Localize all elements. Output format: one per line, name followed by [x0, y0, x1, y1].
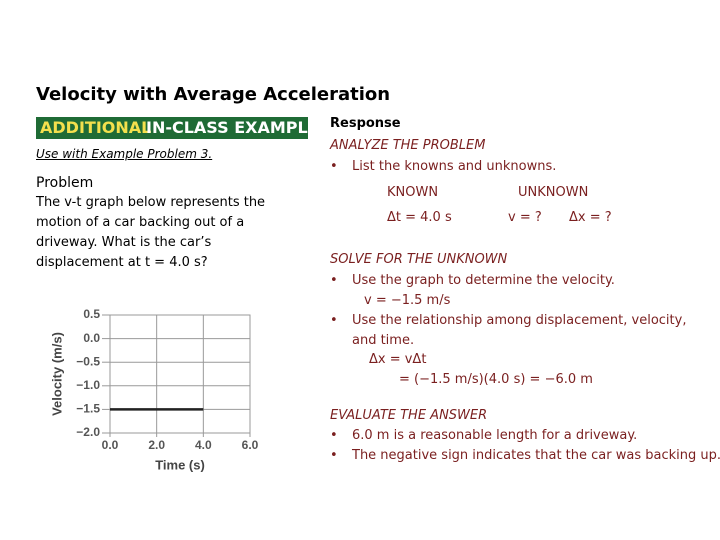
unknown-item: v = ? — [508, 210, 542, 225]
result: = (−1.5 m/s)(4.0 s) = −6.0 m — [399, 372, 593, 387]
y-tick-label: −2.0 — [76, 425, 100, 439]
bullet: • — [330, 159, 338, 174]
bullet-text: The negative sign indicates that the car… — [352, 448, 720, 463]
known-item: Δt = 4.0 s — [387, 210, 452, 225]
banner — [36, 117, 308, 139]
y-tick-label: −0.5 — [76, 354, 100, 368]
bullet-text: List the knowns and unknowns. — [352, 159, 557, 174]
x-tick-label: 0.0 — [102, 438, 119, 452]
unknown-item: Δx = ? — [569, 210, 612, 225]
bullet: • — [330, 313, 338, 328]
x-tick-label: 4.0 — [195, 438, 212, 452]
note: Use with Example Problem 3. — [36, 147, 213, 161]
bullet-text: Use the relationship among displacement,… — [352, 313, 687, 348]
bullet-text: Use the graph to determine the velocity. — [352, 273, 615, 288]
equation: Δx = vΔt — [369, 352, 427, 367]
y-tick-label: −1.0 — [76, 378, 100, 392]
bullet-text: 6.0 m is a reasonable length for a drive… — [352, 428, 638, 443]
problem-text: The v-t graph below represents the motio… — [36, 195, 266, 270]
x-tick-label: 6.0 — [242, 438, 259, 452]
banner-second: IN-CLASS EXAMPLE — [146, 118, 319, 137]
y-tick-label: 0.0 — [83, 331, 100, 345]
response-heading: Response — [330, 116, 401, 131]
problem-heading: Problem — [36, 175, 94, 191]
bullet: • — [330, 273, 338, 288]
x-tick-label: 2.0 — [148, 438, 165, 452]
velocity: v = −1.5 m/s — [364, 293, 451, 308]
unknown-heading: UNKNOWN — [518, 185, 589, 200]
section-heading: SOLVE FOR THE UNKNOWN — [330, 252, 508, 267]
section-heading: ANALYZE THE PROBLEM — [330, 138, 486, 153]
section-heading: EVALUATE THE ANSWER — [330, 408, 488, 423]
banner-first: ADDITIONAL — [40, 118, 152, 137]
bullet: • — [330, 448, 338, 463]
y-tick-label: 0.5 — [83, 307, 100, 321]
y-axis-label: Velocity (m/s) — [49, 332, 64, 416]
plot-area — [109, 314, 251, 434]
known-heading: KNOWN — [387, 185, 439, 200]
y-tick-label: −1.5 — [76, 402, 100, 416]
bullet: • — [330, 428, 338, 443]
slide-title: Velocity with Average Acceleration — [36, 84, 391, 105]
x-axis-label: Time (s) — [155, 457, 205, 472]
